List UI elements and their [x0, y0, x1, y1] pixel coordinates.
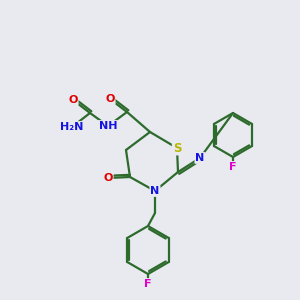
- Text: N: N: [150, 186, 160, 196]
- Text: NH: NH: [99, 121, 117, 131]
- Text: N: N: [195, 153, 205, 163]
- Text: O: O: [68, 95, 78, 105]
- Text: S: S: [173, 142, 181, 154]
- Text: F: F: [144, 279, 152, 289]
- Text: O: O: [105, 94, 115, 104]
- Text: H₂N: H₂N: [60, 122, 84, 132]
- Text: O: O: [103, 173, 113, 183]
- Text: F: F: [229, 162, 237, 172]
